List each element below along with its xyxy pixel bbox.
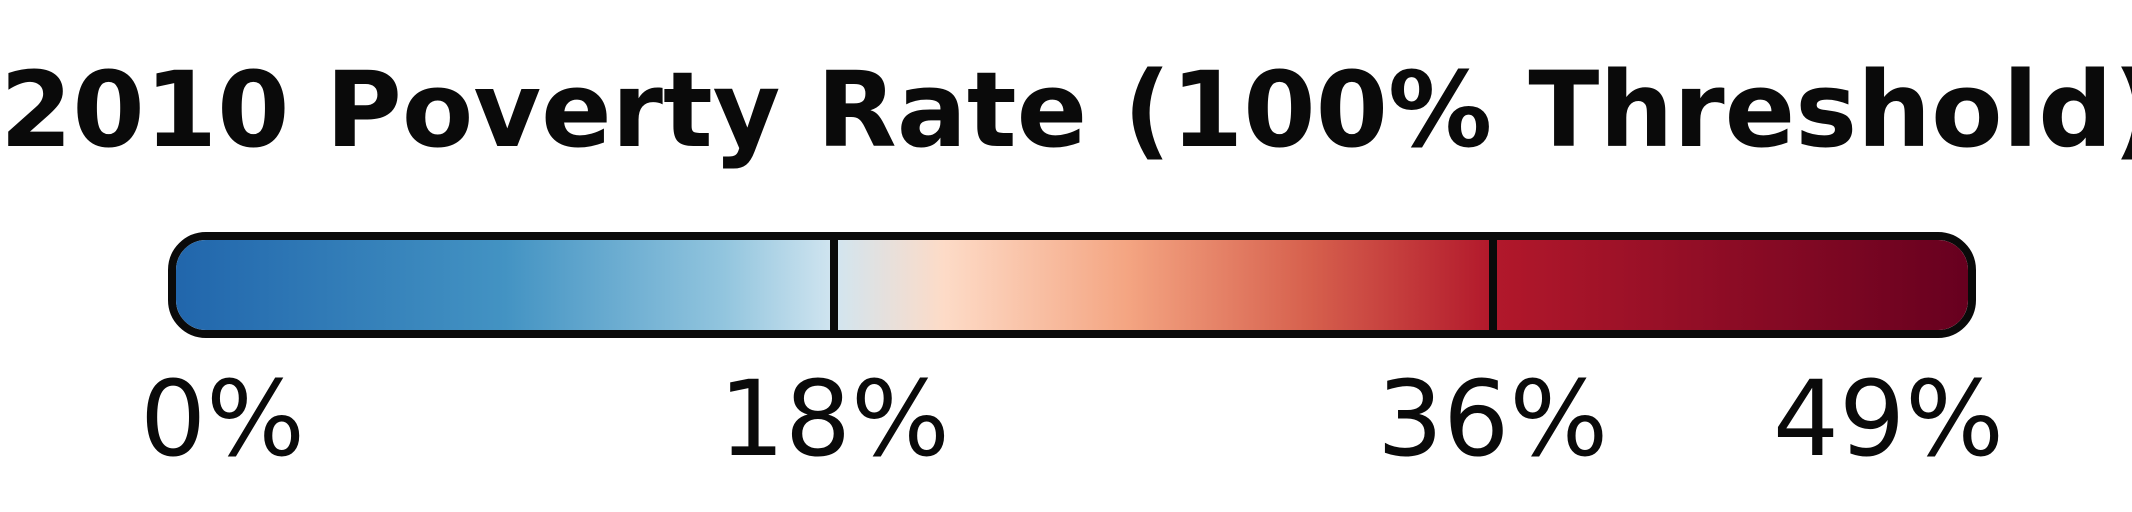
colorbar-gradient [176,240,1968,330]
colorbar-divider [830,240,839,330]
tick-label: 0% [140,358,305,480]
tick-label: 49% [1772,358,2004,480]
colorbar-divider [1488,240,1497,330]
colorbar [168,232,1976,338]
tick-label: 36% [1376,358,1609,480]
tick-label: 18% [718,358,950,480]
chart-title: 2010 Poverty Rate (100% Threshold) [0,49,2132,171]
